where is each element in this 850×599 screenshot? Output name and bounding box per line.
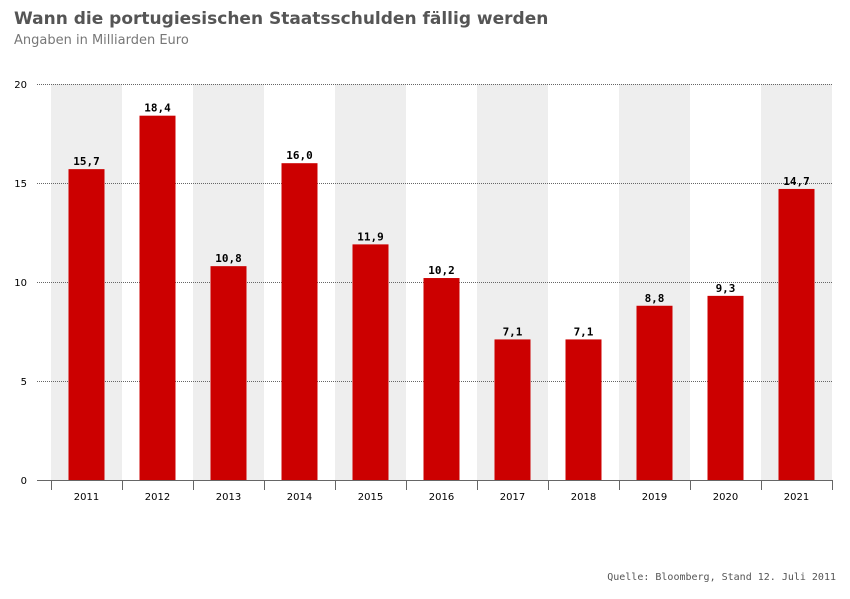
value-label-2017: 7,1 <box>503 325 523 338</box>
y-tick-label-10: 10 <box>14 278 27 289</box>
value-label-2019: 8,8 <box>645 292 665 305</box>
value-label-2016: 10,2 <box>428 264 455 277</box>
y-tick-label-20: 20 <box>14 80 27 91</box>
bar-2019 <box>636 305 673 480</box>
bar-2011 <box>68 169 105 480</box>
value-label-2015: 11,9 <box>357 230 384 243</box>
value-label-2014: 16,0 <box>286 149 313 162</box>
x-tick-label-2015: 2015 <box>358 492 383 503</box>
value-label-2020: 9,3 <box>716 282 736 295</box>
x-tick-label-2019: 2019 <box>642 492 667 503</box>
x-tick-label-2020: 2020 <box>713 492 738 503</box>
x-tick-label-2018: 2018 <box>571 492 596 503</box>
bar-2021 <box>778 188 815 480</box>
bar-2012 <box>139 115 176 481</box>
y-tick-label-5: 5 <box>21 377 27 388</box>
x-tick-label-2011: 2011 <box>74 492 99 503</box>
bar-2013 <box>210 266 247 480</box>
source-note: Quelle: Bloomberg, Stand 12. Juli 2011 <box>607 572 836 583</box>
bar-2020 <box>707 295 744 480</box>
chart-title: Wann die portugiesischen Staatsschulden … <box>14 9 549 29</box>
value-labels: 15,7 18,4 10,8 16,0 11,9 10,2 7,1 7,1 8,8 9,3 14,7 <box>73 102 810 339</box>
x-tick-label-2013: 2013 <box>216 492 241 503</box>
x-axis: 2011 2012 2013 2014 2015 2016 2017 2018 2019 2020… <box>37 480 833 503</box>
value-label-2011: 15,7 <box>73 155 100 168</box>
bar-2018 <box>565 339 602 480</box>
value-label-2012: 18,4 <box>144 102 171 115</box>
x-tick-label-2021: 2021 <box>784 492 809 503</box>
x-tick-label-2014: 2014 <box>287 492 312 503</box>
bar-2016 <box>423 278 460 480</box>
x-tick-label-2012: 2012 <box>145 492 170 503</box>
value-label-2013: 10,8 <box>215 252 242 265</box>
value-label-2021: 14,7 <box>783 175 810 188</box>
bars <box>68 115 815 481</box>
y-axis: 0 5 10 15 20 <box>14 80 27 487</box>
y-tick-label-15: 15 <box>14 179 27 190</box>
x-tick-label-2016: 2016 <box>429 492 454 503</box>
value-label-2018: 7,1 <box>574 325 594 338</box>
bar-2015 <box>352 244 389 480</box>
y-tick-label-0: 0 <box>21 476 27 487</box>
chart-subtitle: Angaben in Milliarden Euro <box>14 33 189 48</box>
bar-2014 <box>281 163 318 480</box>
x-tick-label-2017: 2017 <box>500 492 525 503</box>
bar-2017 <box>494 339 531 480</box>
